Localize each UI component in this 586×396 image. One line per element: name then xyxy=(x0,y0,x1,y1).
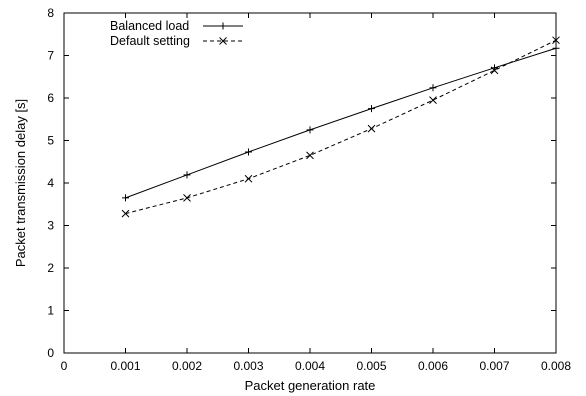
data-point xyxy=(307,126,314,133)
y-tick-label: 3 xyxy=(47,219,54,233)
series-line xyxy=(126,48,557,198)
data-point xyxy=(122,194,129,201)
series-default-setting xyxy=(122,37,560,217)
series-balanced-load xyxy=(122,45,560,202)
x-tick-label: 0 xyxy=(61,359,68,373)
legend-label: Balanced load xyxy=(110,19,189,33)
x-tick-label: 0.004 xyxy=(295,359,325,373)
legend-item: Default setting xyxy=(110,34,243,48)
y-tick-label: 2 xyxy=(47,261,54,275)
tick-labels: 0 0.001 0.002 0.003 0.004 0.005 0.006 0.007 0.00… xyxy=(47,6,571,373)
x-tick-label: 0.007 xyxy=(479,359,509,373)
x-axis-label: Packet generation rate xyxy=(245,378,376,393)
legend-item: Balanced load xyxy=(110,19,243,33)
x-tick-label: 0.002 xyxy=(172,359,202,373)
y-tick-label: 8 xyxy=(47,6,54,20)
data-point xyxy=(184,194,191,201)
data-point xyxy=(245,148,252,155)
data-point xyxy=(368,105,375,112)
plot-frame xyxy=(64,13,556,353)
y-tick-label: 4 xyxy=(47,176,54,190)
series-layer xyxy=(122,37,560,217)
data-point xyxy=(553,45,560,52)
y-tick-label: 7 xyxy=(47,49,54,63)
x-tick-label: 0.001 xyxy=(110,359,140,373)
x-tick-label: 0.008 xyxy=(541,359,571,373)
y-tick-label: 6 xyxy=(47,91,54,105)
data-point xyxy=(184,171,191,178)
data-point xyxy=(245,175,252,182)
y-tick-label: 5 xyxy=(47,134,54,148)
data-point xyxy=(430,84,437,91)
x-tick-label: 0.005 xyxy=(356,359,386,373)
y-tick-label: 1 xyxy=(47,304,54,318)
legend-label: Default setting xyxy=(110,34,190,48)
data-point xyxy=(122,210,129,217)
x-tick-label: 0.003 xyxy=(233,359,263,373)
series-line xyxy=(126,40,557,213)
legend-marker xyxy=(220,23,227,30)
data-point xyxy=(368,125,375,132)
data-point xyxy=(307,152,314,159)
data-point xyxy=(430,97,437,104)
y-axis-label: Packet transmission delay [s] xyxy=(13,99,28,267)
y-tick-label: 0 xyxy=(47,346,54,360)
x-tick-label: 0.006 xyxy=(418,359,448,373)
axis-ticks xyxy=(64,13,556,353)
